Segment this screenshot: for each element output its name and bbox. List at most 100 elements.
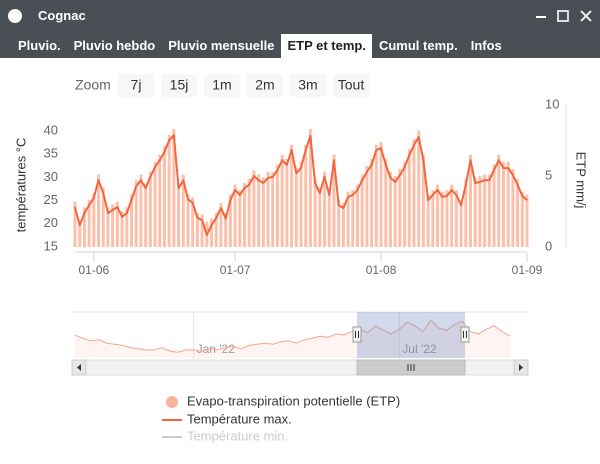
x-tick-label: 01-08 [366,263,397,277]
etp-bar [228,194,232,247]
zoom-button[interactable]: 1m [204,74,240,97]
navigator-label: Jan '22 [197,342,236,356]
zoom-button[interactable]: 15j [161,74,197,97]
zoom-button[interactable]: Tout [333,74,369,97]
window-controls [536,10,592,22]
etp-bar [436,184,440,247]
tab[interactable]: Pluvio mensuelle [168,38,275,53]
etp-bar [445,190,449,247]
scroll-right-arrow [519,364,523,371]
legend-label: Température min. [187,428,288,443]
etp-bar [186,194,190,247]
tab-bar: Pluvio. Pluvio hebdo Pluvio mensuelle ETP e… [0,33,600,58]
navigator-area [75,320,510,358]
temperature-line [74,134,528,236]
etp-bar [384,158,388,247]
etp-bar [294,167,298,247]
close-button[interactable] [580,10,592,22]
etp-bar [516,178,520,247]
etp-bar [304,144,308,247]
etp-bar [172,129,176,247]
zoom-button-label: 2m [255,77,274,93]
etp-bar [407,149,411,247]
etp-bar [233,184,237,247]
etp-bar [360,174,364,247]
etp-bar [337,200,341,247]
zoom-button-bg [118,74,154,97]
etp-bar [464,178,468,247]
etp-bar [148,171,152,247]
etp-bar [92,193,96,247]
zoom-button[interactable]: 3m [290,74,326,97]
etp-bar [82,207,86,247]
navigator-handle-grip [463,331,467,338]
title-bar: Cognac [0,0,600,33]
etp-bar [115,201,119,247]
navigator-line [74,319,511,353]
etp-bar [308,129,312,247]
navigator-handle[interactable] [352,326,362,343]
etp-bar [379,141,383,247]
etp-bar [167,134,171,247]
legend-label: Température max. [187,411,292,426]
etp-bar [393,176,397,247]
etp-bar [191,197,195,247]
etp-bar [506,161,510,247]
y-tick-label: 15 [44,238,58,253]
etp-bar [219,202,223,247]
etp-bar [332,154,336,247]
zoom-button-label: 15j [170,77,189,93]
zoom-button-bg [161,74,197,97]
etp-bar [417,130,421,247]
etp-bar [97,174,101,247]
legend-label: Evapo-transpiration potentielle (ETP) [187,393,400,408]
zoom-button[interactable]: 7j [118,74,154,97]
maximize-button[interactable] [557,10,569,22]
y-tick-label: 20 [44,215,58,230]
tab[interactable]: Pluvio. [18,38,61,53]
legend-item[interactable]: Evapo-transpiration potentielle (ETP) [166,393,400,408]
etp-bar [365,166,369,247]
etp-bar [106,207,110,247]
legend-item[interactable]: Température min. [162,428,288,443]
tab[interactable]: Cumul temp. [378,38,458,53]
etp-bar [111,204,115,247]
etp-bar [469,154,472,247]
etp-bar [101,187,105,247]
x-tick-label: 01-09 [512,263,543,277]
zoom-button[interactable]: 2m [247,74,283,97]
etp-bar [261,177,265,247]
y-tick-label: 30 [44,169,58,184]
etp-bar [275,164,279,247]
tab[interactable]: ETP et temp. [281,34,372,58]
etp-bar [130,194,133,247]
app-icon [8,9,22,23]
navigator-handle[interactable] [460,326,470,343]
etp-bar [78,220,82,247]
etp-bar [421,154,425,247]
scrollbar-grip [407,364,415,371]
etp-bar [492,164,496,247]
etp-bar [139,174,143,247]
y-tick-label: 25 [44,192,58,207]
etp-bar [318,187,322,247]
etp-bar [374,144,378,247]
etp-bar [511,168,515,247]
tab[interactable]: Pluvio hebdo [73,38,156,53]
etp-bar [398,168,402,247]
etp-bar [370,158,374,247]
etp-bar [478,176,482,247]
etp-bar [412,139,416,247]
tab[interactable]: Infos [470,38,502,53]
etp-bar [134,180,138,247]
x-tick-label: 01-06 [78,263,109,277]
etp-bar [87,200,91,247]
etp-bar [497,154,501,247]
etp-bar [257,174,261,247]
etp-bar [280,154,284,247]
etp-bar [440,191,444,247]
legend-item[interactable]: Température max. [162,411,292,426]
navigator-handle-grip [355,331,359,338]
